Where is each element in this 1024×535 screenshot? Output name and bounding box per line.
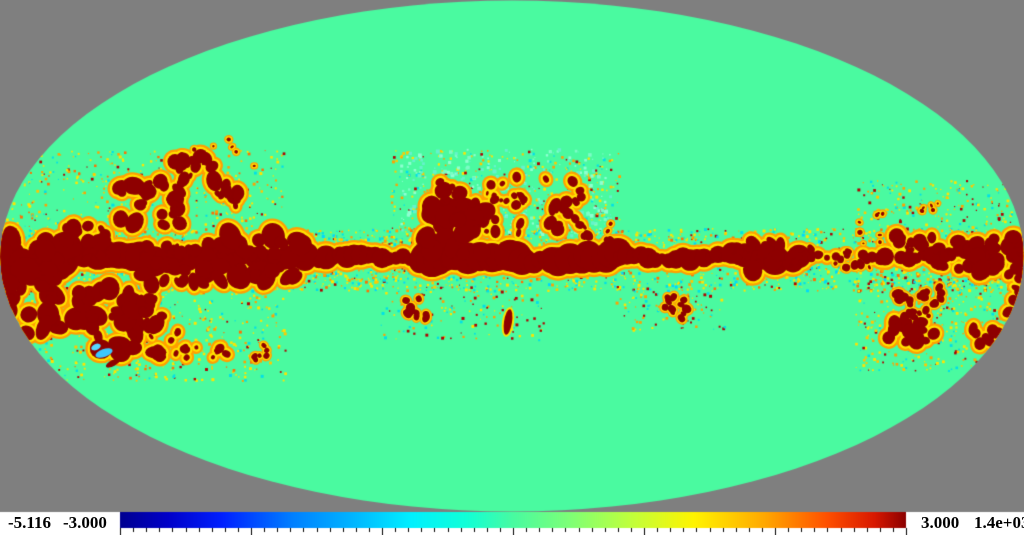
colorbar-upper-label: 3.000 [921,513,960,532]
colorbar-max-label: 1.4e+03 [974,513,1024,532]
colorbar-min-label: -5.116 [8,513,51,532]
colorbar-lower-label: -3.000 [63,513,107,532]
